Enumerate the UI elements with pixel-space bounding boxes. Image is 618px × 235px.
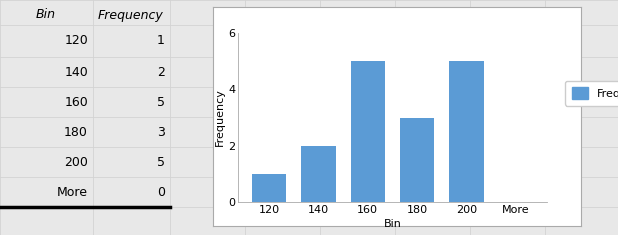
Bar — [400, 118, 434, 202]
Text: 0: 0 — [157, 185, 165, 199]
Bar — [301, 146, 336, 202]
Text: More: More — [57, 185, 88, 199]
Text: 5: 5 — [157, 95, 165, 109]
Legend: Frequency: Frequency — [565, 81, 618, 106]
Text: 5: 5 — [157, 156, 165, 168]
Bar — [252, 174, 287, 202]
Text: 180: 180 — [64, 125, 88, 138]
Text: 2: 2 — [157, 66, 165, 78]
Text: 1: 1 — [157, 35, 165, 47]
Text: 200: 200 — [64, 156, 88, 168]
Text: Frequency: Frequency — [98, 8, 164, 21]
Text: 120: 120 — [64, 35, 88, 47]
Text: 3: 3 — [157, 125, 165, 138]
Text: 160: 160 — [64, 95, 88, 109]
Y-axis label: Frequency: Frequency — [215, 89, 225, 146]
X-axis label: Bin: Bin — [384, 219, 401, 229]
Bar — [350, 61, 385, 202]
Text: Bin: Bin — [36, 8, 56, 21]
Bar — [449, 61, 484, 202]
Text: 140: 140 — [64, 66, 88, 78]
